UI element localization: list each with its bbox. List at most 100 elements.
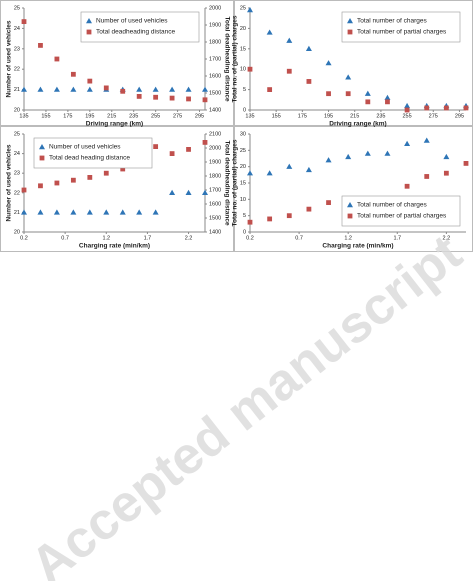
y2-tick-label: 1800 bbox=[209, 39, 221, 45]
square-point bbox=[385, 99, 390, 105]
legend-marker bbox=[347, 202, 353, 208]
legend-box bbox=[80, 11, 200, 43]
y2-tick-label: 1600 bbox=[209, 73, 221, 79]
x-tick-label: 175 bbox=[63, 113, 72, 119]
y-tick-label: 10 bbox=[240, 197, 246, 203]
x-tick-label: 1.2 bbox=[344, 235, 352, 241]
x-tick-label: 2.2 bbox=[185, 235, 193, 241]
x-tick-label: 255 bbox=[402, 113, 411, 119]
triangle-point bbox=[70, 86, 77, 92]
x-tick-label: 295 bbox=[195, 113, 204, 119]
legend-label: Total number of charges bbox=[357, 18, 427, 25]
legend-label: Number of used vehicles bbox=[96, 18, 168, 25]
triangle-point bbox=[345, 74, 352, 80]
square-point bbox=[136, 94, 142, 99]
x-tick-label: 295 bbox=[455, 113, 464, 119]
square-point bbox=[365, 99, 371, 105]
triangle-point bbox=[286, 163, 293, 169]
y2-axis-label: Total deadheading distance bbox=[223, 16, 230, 102]
triangle-point bbox=[86, 209, 93, 215]
triangle-point bbox=[37, 86, 44, 92]
y-tick-label: 25 bbox=[240, 148, 246, 154]
y2-tick-label: 1800 bbox=[209, 173, 221, 179]
y2-tick-label: 1500 bbox=[209, 90, 221, 96]
square-point bbox=[443, 170, 449, 176]
y-tick-label: 25 bbox=[14, 131, 20, 137]
square-point bbox=[404, 183, 410, 189]
triangle-point bbox=[247, 170, 253, 176]
legend-label: Total number of partial charges bbox=[357, 213, 447, 220]
triangle-point bbox=[266, 170, 273, 176]
square-point bbox=[70, 71, 76, 77]
y-tick-label: 21 bbox=[14, 87, 20, 93]
square-point bbox=[404, 107, 410, 113]
y2-tick-label: 1400 bbox=[209, 229, 221, 235]
y2-tick-label: 2000 bbox=[209, 145, 221, 151]
triangle-point bbox=[136, 209, 143, 215]
triangle-point bbox=[266, 29, 273, 35]
y-tick-label: 15 bbox=[240, 46, 246, 52]
x-tick-label: 155 bbox=[272, 113, 281, 119]
x-axis-label: Charging rate (min/km) bbox=[322, 243, 393, 250]
square-point bbox=[54, 180, 60, 186]
x-tick-label: 215 bbox=[107, 113, 116, 119]
x-tick-label: 235 bbox=[376, 113, 385, 119]
triangle-point bbox=[384, 150, 391, 156]
square-point bbox=[286, 213, 292, 219]
x-tick-label: 235 bbox=[129, 113, 138, 119]
triangle-point bbox=[53, 86, 60, 92]
triangle-point bbox=[21, 86, 27, 92]
y-tick-label: 5 bbox=[243, 87, 246, 93]
y-tick-label: 22 bbox=[14, 67, 20, 73]
triangle-point bbox=[136, 86, 143, 92]
x-tick-label: 1.7 bbox=[144, 235, 152, 241]
watermark: Accepted manuscript bbox=[20, 224, 472, 581]
square-point bbox=[103, 170, 109, 176]
square-point bbox=[247, 219, 253, 225]
square-point bbox=[120, 166, 126, 172]
triangle-point bbox=[21, 209, 27, 215]
y-tick-label: 5 bbox=[243, 213, 246, 219]
legend-label: Total dead heading distance bbox=[49, 155, 130, 162]
legend-box bbox=[33, 137, 153, 169]
x-tick-label: 175 bbox=[298, 113, 307, 119]
triangle-point bbox=[169, 189, 176, 195]
legend-label: Total number of partial charges bbox=[357, 29, 447, 36]
y-tick-label: 0 bbox=[243, 229, 246, 235]
square-point bbox=[202, 140, 208, 145]
panel-border bbox=[234, 0, 473, 126]
square-point bbox=[443, 105, 449, 111]
triangle-point bbox=[37, 209, 44, 215]
square-point bbox=[38, 43, 43, 48]
x-tick-label: 195 bbox=[85, 113, 94, 119]
triangle-point bbox=[103, 209, 110, 215]
square-point bbox=[306, 206, 312, 212]
x-axis-label: Driving range (km) bbox=[86, 121, 143, 128]
triangle-point bbox=[202, 86, 208, 92]
y-tick-label: 24 bbox=[14, 26, 20, 32]
y2-tick-label: 1600 bbox=[209, 201, 221, 207]
triangle-point bbox=[53, 209, 60, 215]
x-tick-label: 135 bbox=[19, 113, 28, 119]
triangle-point bbox=[325, 157, 332, 163]
square-point bbox=[326, 91, 331, 97]
square-point bbox=[247, 66, 253, 72]
square-point bbox=[87, 175, 93, 180]
y2-tick-label: 1900 bbox=[209, 22, 221, 28]
x-axis-label: Driving range (km) bbox=[329, 121, 386, 128]
y2-tick-label: 1900 bbox=[209, 159, 221, 165]
y-tick-label: 20 bbox=[240, 164, 246, 170]
y-tick-label: 15 bbox=[240, 180, 246, 186]
square-point bbox=[202, 97, 208, 103]
square-point bbox=[87, 78, 93, 84]
legend-marker bbox=[39, 144, 45, 150]
y2-axis-label: Total deadheading distance bbox=[223, 140, 230, 226]
triangle-point bbox=[364, 150, 371, 156]
x-tick-label: 275 bbox=[429, 113, 438, 119]
x-tick-label: 1.7 bbox=[393, 235, 401, 241]
triangle-point bbox=[364, 90, 371, 96]
legend-box bbox=[341, 195, 461, 227]
triangle-point bbox=[305, 166, 312, 173]
square-point bbox=[286, 68, 292, 74]
